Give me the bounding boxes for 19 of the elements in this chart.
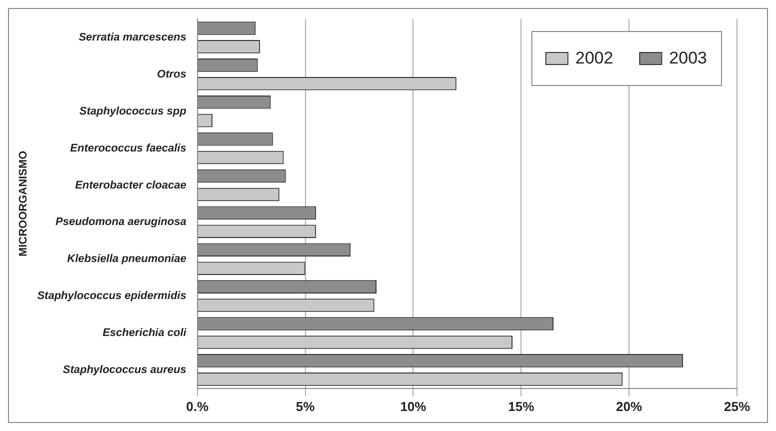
x-tick-label: 5% bbox=[296, 398, 316, 414]
x-tick-label: 20% bbox=[616, 398, 643, 414]
y-axis-title: MICROORGANISMO bbox=[18, 150, 30, 257]
x-tick-label: 25% bbox=[724, 398, 750, 414]
y-tick-label: Serratia marcescens bbox=[78, 32, 186, 44]
y-tick-label: Klebsiella pneumoniae bbox=[67, 253, 186, 266]
y-tick-label: Staphylococcus spp bbox=[79, 105, 187, 118]
y-tick-label: Escherichia coli bbox=[102, 327, 188, 340]
legend-label: 2003 bbox=[669, 48, 708, 68]
y-tick-label: Enterobacter cloacae bbox=[75, 179, 186, 192]
x-tick-label: 10% bbox=[400, 398, 427, 414]
x-tick-label: 15% bbox=[508, 398, 535, 414]
y-tick-label: Staphylococcus epidermidis bbox=[37, 290, 186, 302]
y-tick-label: Pseudomona aeruginosa bbox=[56, 216, 186, 228]
y-tick-label: Staphylococcus aureus bbox=[62, 364, 186, 376]
x-tick-label: 0.% bbox=[186, 398, 209, 414]
y-tick-label: Otros bbox=[157, 68, 186, 80]
legend-label: 2002 bbox=[575, 48, 614, 68]
y-tick-label: Enterococcus faecalis bbox=[70, 142, 186, 154]
